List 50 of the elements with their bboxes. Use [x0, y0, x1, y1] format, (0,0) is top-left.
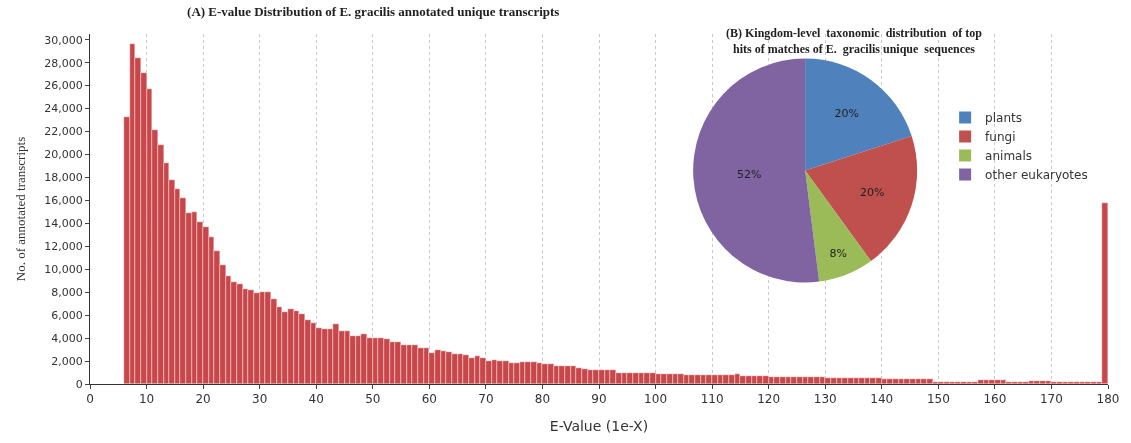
y-tick-label: 0	[75, 377, 83, 391]
pie-slice	[805, 58, 912, 171]
y-tick-label: 14,000	[44, 217, 83, 231]
legend-label: animals	[985, 149, 1033, 164]
x-tick-label: 90	[591, 392, 607, 407]
x-tick-label: 10	[138, 392, 155, 407]
x-tick-label: 180	[1096, 392, 1120, 407]
y-tick-label: 16,000	[44, 194, 83, 208]
x-tick-label: 40	[308, 392, 324, 407]
y-tick-label: 24,000	[44, 102, 83, 116]
pie-slice	[693, 58, 820, 283]
x-tick-label: 60	[421, 392, 437, 407]
y-tick-label: 6,000	[51, 309, 83, 322]
x-tick-label: 140	[870, 392, 894, 407]
x-tick-label: 130	[813, 392, 837, 407]
y-tick-label: 22,000	[44, 125, 83, 139]
x-tick-label: 110	[700, 392, 724, 407]
y-tick-label: 20,000	[44, 148, 83, 162]
data-label: 52%	[737, 167, 762, 181]
x-tick-label: 50	[365, 392, 381, 407]
y-tick-label: 4,000	[51, 331, 83, 345]
y-tick-label: 28,000	[44, 56, 83, 70]
x-tick-label: 150	[926, 392, 950, 407]
data-label: 20%	[860, 185, 885, 199]
x-tick-label: 30	[252, 392, 268, 407]
x-axis-title: E-Value (1e-X)	[549, 417, 649, 434]
y-tick-label: 12,000	[44, 240, 83, 254]
y-axis-title: No. of annotated transcripts	[13, 136, 29, 282]
y-tick-label: 2,000	[51, 354, 83, 368]
x-tick-label: 80	[534, 392, 551, 407]
chart-title: (B) Kingdom-level taxonomic distribution of top hits of matches of E. gracilis unique sequences	[726, 26, 983, 56]
y-tick-label: 8,000	[51, 286, 83, 300]
y-tick-label: 10,000	[44, 263, 83, 277]
pie-slice	[805, 135, 917, 262]
x-tick-label: 170	[1039, 392, 1063, 407]
x-tick-label: 20	[195, 392, 211, 407]
legend-label: other eukaryotes	[985, 168, 1088, 183]
x-tick-label: 160	[983, 392, 1007, 407]
x-tick-label: 120	[757, 392, 781, 407]
legend-label: plants	[985, 111, 1022, 126]
y-tick-label: 18,000	[44, 171, 83, 185]
legend-label: fungi	[985, 130, 1016, 145]
chart-title: (A) E-value Distribution of E. gracilis annotated unique transcripts	[187, 3, 560, 19]
y-tick-label: 30,000	[44, 33, 83, 47]
data-label: 20%	[834, 106, 859, 120]
x-tick-label: 70	[478, 392, 494, 407]
y-tick-label: 26,000	[44, 79, 83, 93]
x-tick-label: 0	[86, 392, 94, 407]
x-tick-label: 100	[644, 392, 668, 407]
data-label: 8%	[829, 247, 847, 261]
